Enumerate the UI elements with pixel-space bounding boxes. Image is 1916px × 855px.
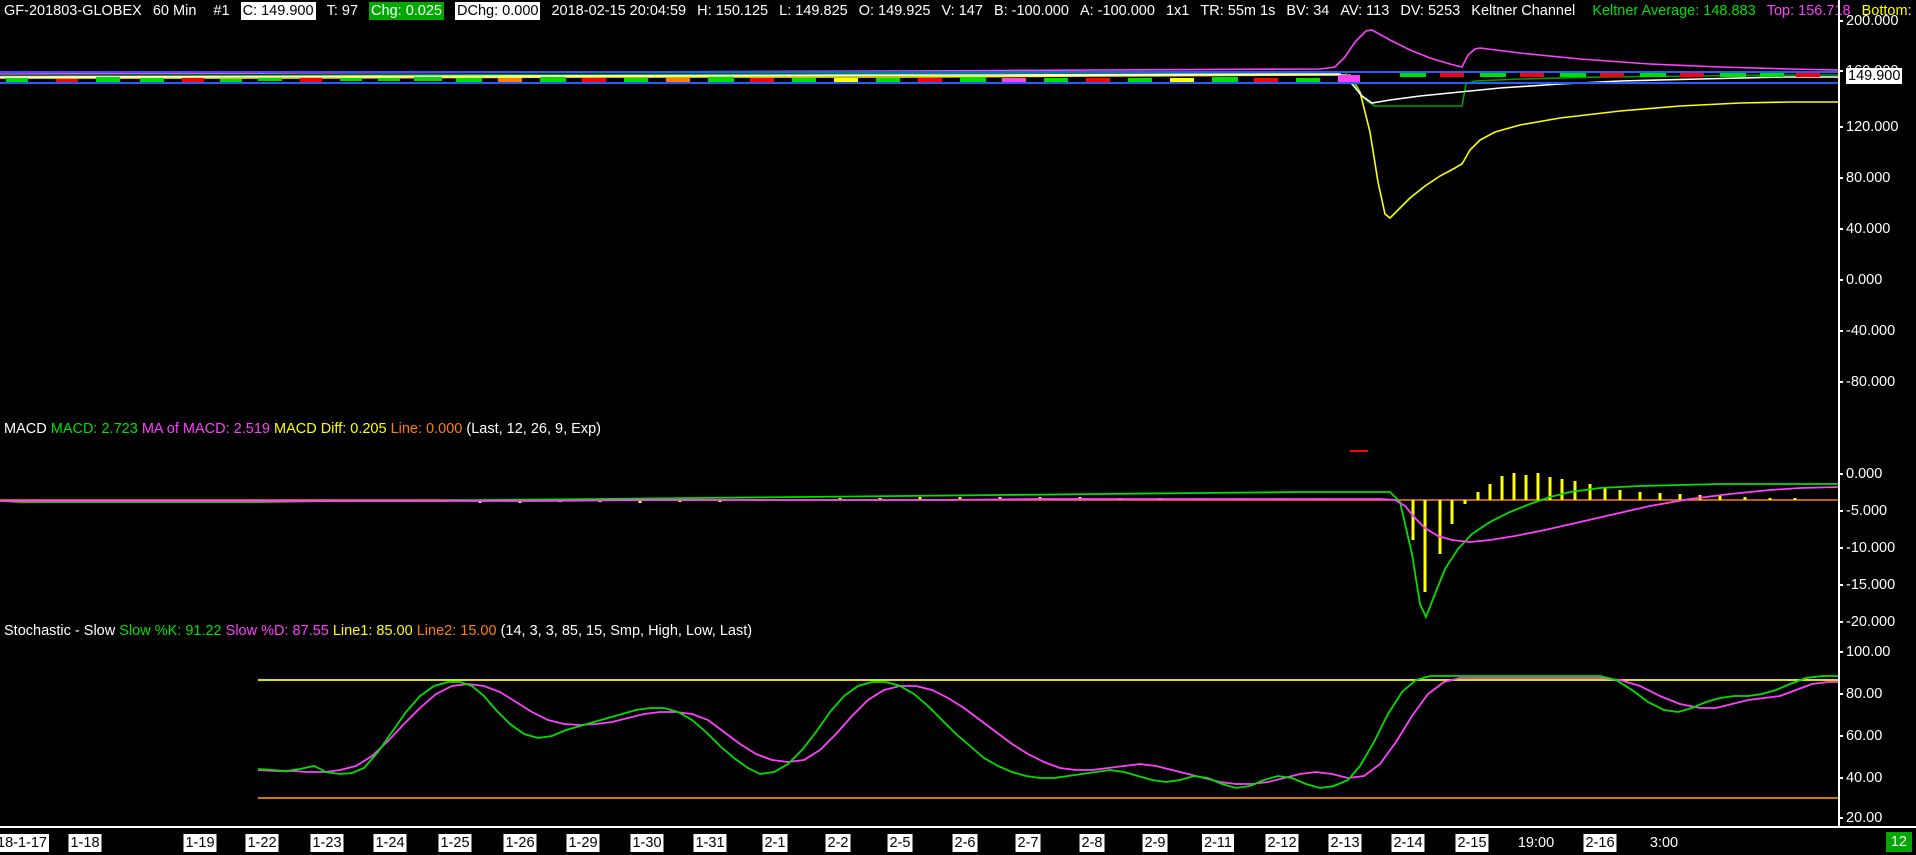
stochastic-d-value: Slow %D: 87.55 xyxy=(225,623,329,639)
interval-label[interactable]: 60 Min xyxy=(152,3,197,19)
time-remaining-value: TR: 55m 1s xyxy=(1200,3,1276,19)
time-label: 1-25 xyxy=(438,834,472,852)
low-value: L: 149.825 xyxy=(779,3,848,19)
price-plot-area[interactable] xyxy=(0,22,1838,418)
high-value: H: 150.125 xyxy=(697,3,769,19)
ask-volume-value: AV: 113 xyxy=(1340,3,1390,19)
time-label: 2-1 xyxy=(762,834,788,852)
stochastic-plot-area[interactable] xyxy=(0,646,1838,826)
time-label: 2-15 xyxy=(1455,834,1489,852)
time-label: 2-16 xyxy=(1583,834,1617,852)
moving-average-line xyxy=(0,73,1838,104)
open-value: O: 149.925 xyxy=(858,3,931,19)
bid-ask-size-value: 1x1 xyxy=(1165,3,1190,19)
bid-value: B: -100.000 xyxy=(993,3,1069,19)
stochastic-k-value: Slow %K: 91.22 xyxy=(119,623,222,639)
macd-plot-area[interactable] xyxy=(0,444,1838,620)
time-label: 2-8 xyxy=(1079,834,1105,852)
time-label: 1-31 xyxy=(693,834,727,852)
time-label: 2-12 xyxy=(1265,834,1299,852)
stochastic-line2-value: Line2: 15.00 xyxy=(416,623,497,639)
time-label: 2-14 xyxy=(1391,834,1425,852)
stochastic-label-row: Stochastic - Slow Slow %K: 91.22 Slow %D… xyxy=(4,622,752,640)
stochastic-d-line xyxy=(257,677,1838,785)
bar-period-badge[interactable]: 12 xyxy=(1885,832,1912,852)
stochastic-params-label: (14, 3, 3, 85, 15, Smp, High, Low, Last) xyxy=(500,623,753,639)
stochastic-line1-value: Line1: 85.00 xyxy=(332,623,413,639)
macd-line xyxy=(0,483,1838,620)
change-value: Chg: 0.025 xyxy=(369,2,444,20)
time-label: 2-9 xyxy=(1142,834,1168,852)
time-label: 1-26 xyxy=(503,834,537,852)
datetime-value: 2018-02-15 20:04:59 xyxy=(551,3,687,19)
time-label: 1-30 xyxy=(630,834,664,852)
time-label: 2-2 xyxy=(825,834,851,852)
macd-value: MACD: 2.723 xyxy=(50,421,138,437)
macd-title[interactable]: MACD xyxy=(4,421,47,437)
candlestick-series xyxy=(6,72,1820,83)
stochastic-k-line xyxy=(257,675,1838,789)
stochastic-panel[interactable]: Stochastic - Slow Slow %K: 91.22 Slow %D… xyxy=(0,622,1838,826)
macd-params-label: (Last, 12, 26, 9, Exp) xyxy=(466,421,601,437)
chart-number-label: #1 xyxy=(213,3,230,19)
macd-label-row: MACD MACD: 2.723 MA of MACD: 2.519 MACD … xyxy=(4,420,601,438)
time-label: 19:00 xyxy=(1517,835,1555,851)
macd-line-value: Line: 0.000 xyxy=(390,421,463,437)
trade-count-value: T: 97 xyxy=(326,3,359,19)
bid-volume-value: BV: 34 xyxy=(1286,3,1330,19)
keltner-top-value: Top: 156.718 xyxy=(1766,3,1851,19)
time-label: 2-6 xyxy=(952,834,978,852)
price-scale-axis[interactable]: 200.000 160.000 149.900 120.000 80.000 4… xyxy=(1838,0,1916,826)
keltner-bottom-value: Bottom: 141.047 xyxy=(1861,3,1916,19)
time-label: 1-24 xyxy=(373,834,407,852)
time-label: 1-22 xyxy=(245,834,279,852)
time-label: 2-7 xyxy=(1015,834,1041,852)
time-label: 1-29 xyxy=(566,834,600,852)
price-chart-panel[interactable] xyxy=(0,22,1838,418)
time-label: 1-19 xyxy=(183,834,217,852)
daily-change-value: DChg: 0.000 xyxy=(455,2,541,20)
keltner-bottom-line xyxy=(0,74,1838,220)
symbol-label[interactable]: GF-201803-GLOBEX xyxy=(4,3,142,19)
macd-diff-value: MACD Diff: 0.205 xyxy=(273,421,387,437)
time-label: 2-13 xyxy=(1328,834,1362,852)
time-label: 2-11 xyxy=(1202,834,1234,852)
volume-value: V: 147 xyxy=(941,3,983,19)
time-axis[interactable]: 18-1-17 1-18 1-19 1-22 1-23 1-24 1-25 1-… xyxy=(0,826,1916,855)
time-label: 2-5 xyxy=(887,834,913,852)
time-label: 3:00 xyxy=(1649,835,1679,851)
time-label: 18-1-17 xyxy=(0,834,49,852)
day-volume-value: DV: 5253 xyxy=(1400,3,1461,19)
keltner-study-name[interactable]: Keltner Channel xyxy=(1471,3,1576,19)
chart-header-bar: GF-201803-GLOBEX 60 Min #1 C: 149.900 T:… xyxy=(4,2,1916,20)
time-label: 1-23 xyxy=(310,834,344,852)
keltner-average-value: Keltner Average: 148.883 xyxy=(1592,3,1756,19)
keltner-top-line xyxy=(0,29,1838,75)
macd-ma-value: MA of MACD: 2.519 xyxy=(141,421,270,437)
ask-value: A: -100.000 xyxy=(1079,3,1155,19)
stochastic-title[interactable]: Stochastic - Slow xyxy=(4,623,116,639)
last-price-value: C: 149.900 xyxy=(240,2,316,20)
macd-panel[interactable]: MACD MACD: 2.723 MA of MACD: 2.519 MACD … xyxy=(0,420,1838,620)
macd-signal-line xyxy=(0,486,1838,543)
time-label: 1-18 xyxy=(68,834,102,852)
